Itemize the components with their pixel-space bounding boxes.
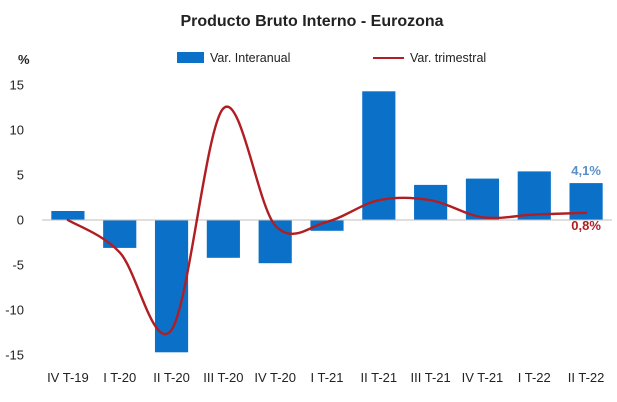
y-tick-label: -15	[5, 348, 24, 363]
bar-i-t-21	[310, 220, 344, 231]
legend-swatch-bar	[177, 52, 204, 63]
x-tick-ii-t-20: II T-20	[153, 370, 190, 385]
x-tick-i-t-21: I T-21	[310, 370, 343, 385]
x-tick-i-t-20: I T-20	[103, 370, 136, 385]
data-label-var-interanual: 4,1%	[571, 163, 601, 178]
x-tick-i-t-22: I T-22	[518, 370, 551, 385]
line-var-trimestral	[66, 105, 588, 335]
x-tick-iv-t-21: IV T-21	[462, 370, 504, 385]
bar-iii-t-20	[206, 220, 240, 258]
y-axis-ticks: 15 10 5 0 -5 -10 -15	[5, 78, 24, 363]
y-tick-label: 15	[10, 78, 24, 93]
bar-iv-t-20	[258, 220, 292, 264]
data-labels: 4,1% 0,8%	[571, 163, 601, 233]
y-axis-label: %	[18, 52, 30, 67]
line-series	[66, 105, 588, 335]
x-tick-ii-t-22: II T-22	[568, 370, 605, 385]
bar-ii-t-22	[569, 183, 603, 220]
y-tick-label: 10	[10, 123, 24, 138]
x-tick-iii-t-21: III T-21	[411, 370, 451, 385]
bar-i-t-22	[517, 171, 551, 220]
x-tick-ii-t-21: II T-21	[361, 370, 398, 385]
legend: Var. Interanual Var. trimestral	[177, 51, 486, 65]
x-tick-iv-t-20: IV T-20	[254, 370, 296, 385]
legend-label-line: Var. trimestral	[410, 51, 486, 65]
bar-iv-t-21	[465, 178, 500, 220]
y-tick-label: -10	[5, 303, 24, 318]
y-tick-label: 0	[17, 213, 24, 228]
legend-label-bar: Var. Interanual	[210, 51, 290, 65]
y-tick-label: 5	[17, 168, 24, 183]
data-label-var-trimestral: 0,8%	[571, 218, 601, 233]
y-tick-label: -5	[12, 258, 24, 273]
x-tick-iv-t-19: IV T-19	[47, 370, 89, 385]
chart-title: Producto Bruto Interno - Eurozona	[180, 13, 443, 30]
x-tick-iii-t-20: III T-20	[203, 370, 243, 385]
bar-iv-t-19	[51, 211, 85, 220]
x-axis-ticks: IV T-19 I T-20 II T-20 III T-20 IV T-20 I T-2…	[47, 370, 604, 385]
